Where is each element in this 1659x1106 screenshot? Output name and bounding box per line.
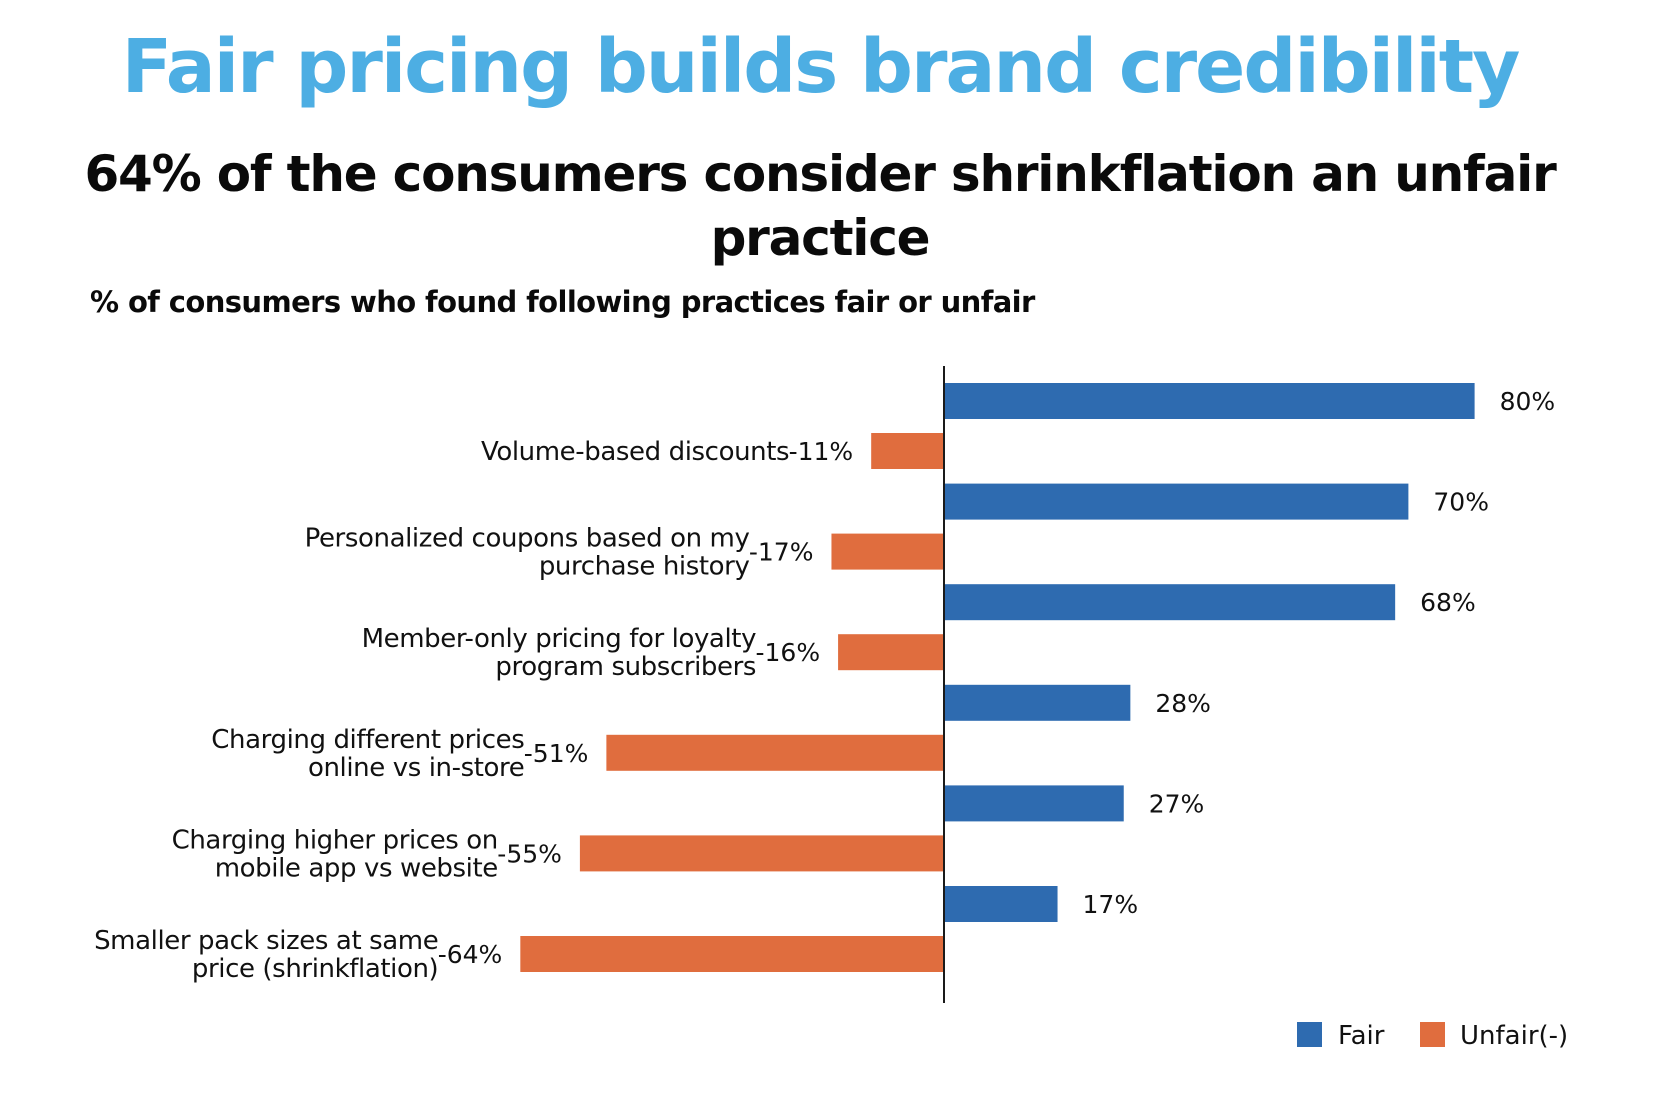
page-title: Fair pricing builds brand credibility bbox=[121, 24, 1521, 110]
category-label-line: Member-only pricing for loyalty bbox=[362, 624, 756, 654]
chart-title: % of consumers who found following pract… bbox=[90, 285, 1035, 319]
category-label-line: Volume-based discounts bbox=[481, 437, 789, 467]
category-label-line: Charging different prices bbox=[211, 725, 524, 755]
fair-value-label: 68% bbox=[1420, 588, 1476, 617]
category-label: Smaller pack sizes at same price (shrinkf… bbox=[94, 926, 438, 984]
unfair-value-label: -64% bbox=[438, 940, 503, 969]
fair-value-label: 28% bbox=[1155, 689, 1211, 718]
fair-bar bbox=[945, 584, 1396, 621]
unfair-bar bbox=[579, 835, 944, 872]
unfair-value-label: -55% bbox=[497, 839, 562, 868]
category-label: Volume-based discounts bbox=[481, 437, 789, 467]
unfair-bar bbox=[871, 433, 944, 469]
category-label-line: mobile app vs website bbox=[215, 853, 498, 883]
legend-swatch-unfair bbox=[1420, 1022, 1445, 1047]
category-label-line: Personalized coupons based on my bbox=[305, 524, 750, 554]
unfair-bar bbox=[606, 734, 944, 771]
unfair-value-label: -51% bbox=[524, 739, 589, 768]
legend-swatch-fair bbox=[1297, 1022, 1322, 1047]
unfair-bar bbox=[838, 634, 944, 671]
category-label-line: online vs in-store bbox=[308, 753, 524, 783]
unfair-value-label: -17% bbox=[749, 538, 814, 567]
fair-value-label: 17% bbox=[1083, 890, 1139, 919]
category-label: Member-only pricing for loyalty program s… bbox=[362, 624, 756, 682]
fair-bar bbox=[945, 483, 1409, 520]
unfair-bar bbox=[520, 936, 944, 972]
unfair-value-label: -11% bbox=[789, 437, 854, 466]
category-label-line: Smaller pack sizes at same bbox=[94, 926, 438, 956]
unfair-bar bbox=[831, 533, 944, 570]
unfair-value-label: -16% bbox=[755, 638, 820, 667]
page-subtitle: 64% of the consumers consider shrinkflat… bbox=[84, 145, 1556, 267]
legend-label-fair: Fair bbox=[1338, 1021, 1385, 1051]
category-label-line: program subscribers bbox=[495, 652, 756, 682]
category-label: Charging higher prices on mobile app vs w… bbox=[172, 825, 498, 883]
fair-value-label: 80% bbox=[1500, 387, 1556, 416]
category-label: Personalized coupons based on my purchase… bbox=[305, 524, 750, 582]
fair-bar bbox=[945, 886, 1058, 922]
legend-label-unfair: Unfair(-) bbox=[1460, 1021, 1568, 1051]
category-label-line: price (shrinkflation) bbox=[192, 954, 438, 984]
category-label-line: Charging higher prices on bbox=[172, 825, 498, 855]
fair-value-label: 27% bbox=[1149, 789, 1205, 818]
fair-bar bbox=[945, 684, 1131, 721]
fair-bar bbox=[945, 785, 1124, 822]
category-label-line: purchase history bbox=[539, 552, 750, 582]
fair-value-label: 70% bbox=[1433, 488, 1489, 517]
fair-bar bbox=[945, 383, 1475, 419]
category-label: Charging different prices online vs in-st… bbox=[211, 725, 524, 783]
